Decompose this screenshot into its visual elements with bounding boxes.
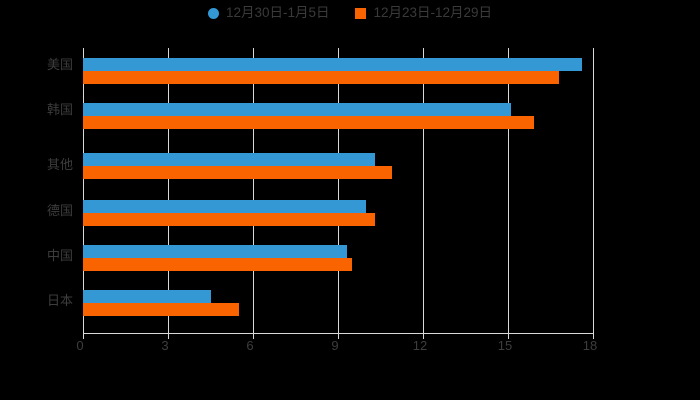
y-axis-label-4: 中国 [46,248,73,263]
legend-item-series-a[interactable]: 12月30日-1月5日 [207,5,330,20]
bar-series-a-2[interactable] [83,153,375,166]
gridline-9 [338,48,339,333]
x-axis-label-6: 18 [582,338,598,353]
y-axis-label-3: 德国 [46,203,73,218]
bar-series-a-4[interactable] [83,245,347,258]
bar-series-a-3[interactable] [83,200,367,213]
gridline-15 [508,48,509,333]
legend-label-series-a: 12月30日-1月5日 [225,5,330,20]
x-tick-9 [338,333,339,339]
bar-series-b-5[interactable] [83,303,239,316]
x-tick-18 [593,333,594,339]
bar-series-a-0[interactable] [83,58,582,71]
y-axis-line [83,48,84,333]
y-axis-label-2: 其他 [46,157,73,172]
gridline-12 [423,48,424,333]
bar-series-b-0[interactable] [83,71,559,84]
plot-area [83,48,594,333]
bar-series-a-1[interactable] [83,103,511,116]
x-tick-15 [508,333,509,339]
bar-series-b-1[interactable] [83,116,534,129]
x-axis-label-1: 3 [161,338,169,353]
x-tick-3 [168,333,169,339]
legend-marker-circle-icon [207,7,219,19]
bar-series-a-5[interactable] [83,290,211,303]
x-axis-label-0: 0 [76,338,84,353]
bar-series-b-3[interactable] [83,213,375,226]
gridline-6 [253,48,254,333]
x-axis-label-3: 9 [331,338,339,353]
legend-label-series-b: 12月23日-12月29日 [373,5,493,20]
y-axis-label-5: 日本 [46,293,73,308]
legend-item-series-b[interactable]: 12月23日-12月29日 [355,6,492,20]
x-axis-label-4: 12 [412,338,428,353]
gridline-3 [168,48,169,333]
x-tick-6 [253,333,254,339]
x-tick-0 [83,333,84,339]
x-axis-label-5: 15 [497,338,513,353]
y-axis-label-0: 美国 [46,57,73,72]
x-tick-12 [423,333,424,339]
legend-marker-square-icon [355,7,367,19]
y-axis-label-1: 韩国 [46,102,73,117]
bar-series-b-2[interactable] [83,166,392,179]
x-axis-label-2: 6 [246,338,254,353]
chart-legend: 12月30日-1月5日 12月23日-12月29日 [0,6,700,20]
gridline-18 [593,48,594,333]
bar-series-b-4[interactable] [83,258,353,271]
